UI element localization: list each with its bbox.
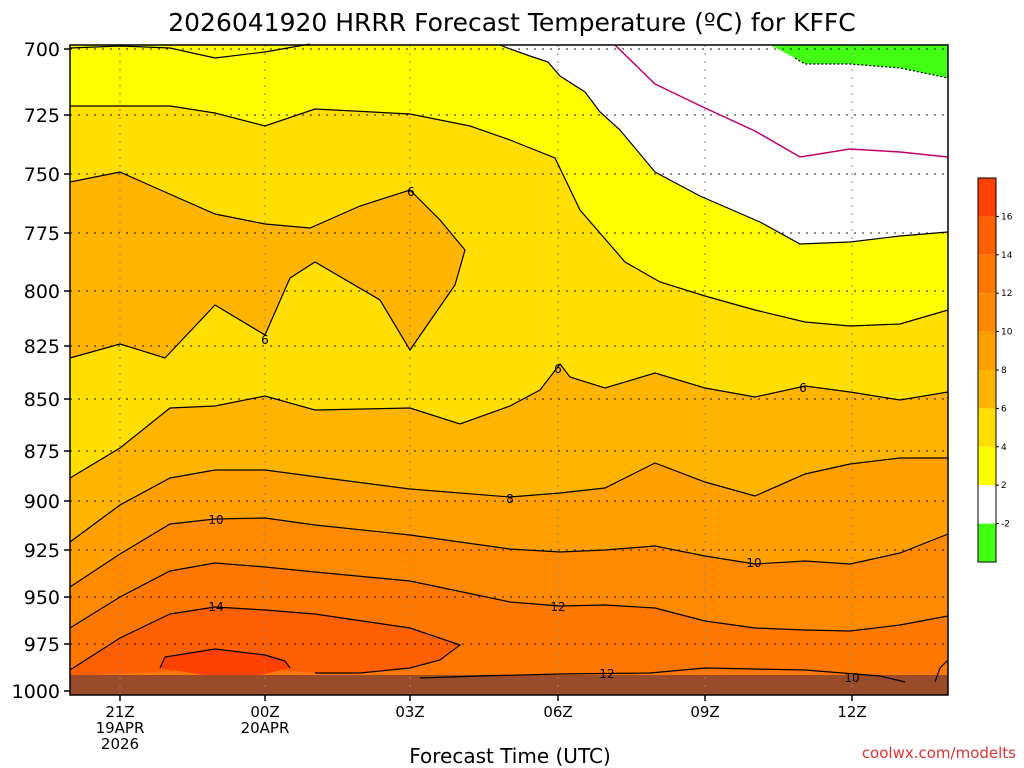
contour-label: 10 [208,513,223,527]
colorbar-swatch [978,331,996,370]
contour-4-top [69,43,311,59]
contour-12 [69,562,949,632]
plot-border [69,44,949,696]
plot-area [70,45,948,695]
x-tick-label: 21Z [105,703,134,721]
y-tick-label: 950 [24,587,60,609]
colorbar-swatch [978,254,996,294]
colorbar-swatch [978,408,996,447]
colorbar-label: 8 [1001,366,1007,376]
contour-label: 10 [844,671,859,685]
y-tick-label: 825 [24,336,60,358]
colorbar-swatch [978,485,996,524]
band-neg [770,45,948,78]
contour-label: 14 [208,600,223,614]
colorbar-label: 16 [1001,212,1013,222]
contour-16 [159,648,291,669]
x-tick-label: 03Z [395,703,424,721]
credit-text: coolwx.com/modelts [862,744,1016,762]
ground-fill [70,675,948,695]
y-tick-label: 1000 [12,681,60,703]
y-tick-label: 700 [24,39,60,61]
colorbar-swatch [978,178,996,217]
colorbar-label: 12 [1001,289,1012,299]
x-tick-label: 12Z [837,703,866,721]
contour-label-group: 6 6 6 6 8 10 10 12 12 14 10 [208,185,859,685]
y-tick-label: 900 [24,491,60,513]
contour-label: 10 [746,556,761,570]
x-tick-label: 06Z [543,703,572,721]
contour-label: 6 [407,185,415,199]
contour-lines [69,43,949,683]
y-tick-label: 975 [24,634,60,656]
band-16 [160,649,290,676]
colorbar-swatch [978,446,996,486]
contour-label: 12 [599,667,614,681]
x-tick-label: 2026 [101,735,139,753]
colorbar-swatch [978,293,996,332]
colorbar-swatch [978,216,996,255]
y-tick-label: 775 [24,223,60,245]
contour-10 [69,517,949,588]
y-tick-label: 925 [24,540,60,562]
y-tick-label: 725 [24,105,60,127]
contour-label: 6 [799,381,807,395]
colorbar-label: 10 [1001,328,1013,338]
y-axis: 700 725 750 775 800 825 850 875 900 925 950 975 1000 [12,39,70,703]
chart-title: 2026041920 HRRR Forecast Temperature (ºC… [168,8,856,37]
colorbar-swatch [978,523,996,562]
x-axis-title: Forecast Time (UTC) [409,744,611,768]
colorbar-label: 2 [1001,481,1007,491]
contour-2 [499,44,949,245]
contour-4 [70,105,949,327]
band-0-2 [500,45,948,244]
y-tick-label: 800 [24,281,60,303]
contour-8 [69,457,948,543]
contour-label: 6 [261,333,269,347]
colorbar: 16 14 12 10 8 6 4 2 -2 [977,177,1013,563]
contour-label: 6 [554,362,562,376]
contour-14-surface-right [934,659,949,683]
band-6-8 [70,172,465,358]
contour-14 [69,606,462,674]
x-tick-label: 09Z [690,703,719,721]
x-tick-label: 19APR [96,719,145,737]
y-tick-label: 850 [24,389,60,411]
x-tick-label: 20APR [241,719,290,737]
contour-12-surface [419,667,906,683]
contour-6-lower [69,363,949,479]
contour-neg2 [614,44,949,158]
colorbar-label: 4 [1001,443,1007,453]
colorbar-label: 14 [1001,251,1013,261]
colorbar-label: 6 [1001,404,1007,414]
contour-6-upper [69,171,466,359]
y-tick-label: 875 [24,441,60,463]
contour-label: 12 [550,600,565,614]
contour-label: 8 [506,492,514,506]
colorbar-swatch [978,370,996,409]
colorbar-label: -2 [1001,520,1010,530]
contour-zero [794,57,949,79]
x-tick-label: 00Z [250,703,279,721]
y-tick-label: 750 [24,164,60,186]
